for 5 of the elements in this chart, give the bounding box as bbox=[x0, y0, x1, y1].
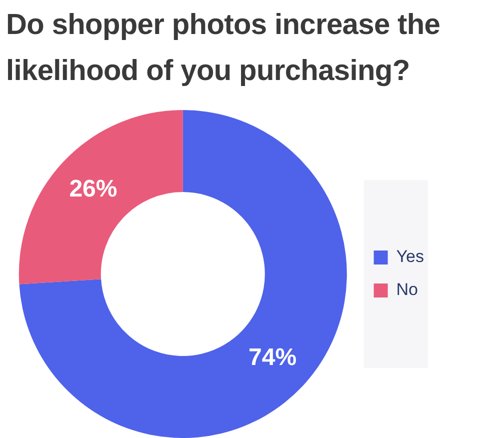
legend-label: Yes bbox=[396, 247, 424, 266]
chart-title: Do shopper photos increase the likelihood of you purchasing? bbox=[6, 8, 442, 89]
legend-label: No bbox=[396, 280, 418, 300]
data-label: 74% bbox=[248, 344, 297, 371]
data-label: 26% bbox=[69, 175, 118, 202]
